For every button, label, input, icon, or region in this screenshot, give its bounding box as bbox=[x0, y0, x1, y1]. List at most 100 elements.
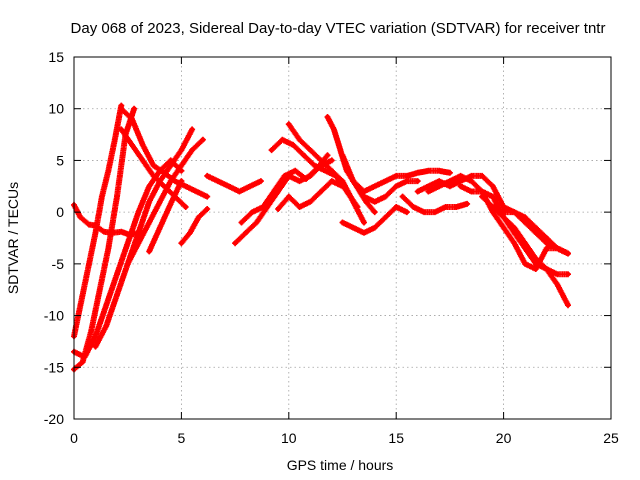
data-point bbox=[447, 183, 453, 189]
data-point bbox=[340, 220, 345, 225]
data-point bbox=[361, 220, 367, 225]
data-point bbox=[458, 183, 463, 189]
data-point bbox=[168, 163, 174, 169]
data-point bbox=[271, 189, 277, 194]
data-point bbox=[157, 199, 163, 205]
data-point bbox=[204, 194, 210, 200]
data-point bbox=[93, 230, 98, 236]
data-point bbox=[372, 199, 378, 205]
data-point bbox=[118, 106, 124, 112]
data-point bbox=[383, 178, 388, 184]
data-point bbox=[522, 220, 528, 225]
data-point bbox=[290, 142, 296, 148]
data-point bbox=[136, 240, 141, 246]
data-point bbox=[511, 209, 517, 215]
data-point bbox=[415, 170, 421, 176]
grid-lines bbox=[74, 57, 611, 419]
data-point bbox=[99, 194, 105, 200]
data-point bbox=[479, 173, 485, 179]
data-point bbox=[200, 137, 206, 143]
data-point bbox=[318, 189, 324, 194]
data-point bbox=[393, 173, 399, 179]
data-point bbox=[393, 204, 399, 210]
data-point bbox=[101, 229, 107, 235]
y-tick-label: -5 bbox=[52, 256, 65, 272]
data-point bbox=[393, 183, 399, 189]
data-point bbox=[318, 158, 324, 163]
data-point bbox=[118, 229, 124, 235]
data-point bbox=[544, 245, 549, 251]
data-point bbox=[292, 168, 298, 174]
data-point bbox=[404, 173, 410, 179]
data-point bbox=[260, 204, 266, 210]
data-point bbox=[325, 114, 330, 120]
data-point bbox=[189, 147, 195, 153]
data-point bbox=[501, 204, 506, 210]
data-point bbox=[400, 194, 405, 200]
axis-ticks: 0 5 10 15 20 25 -20 -15 -10 -5 0 5 10 15 bbox=[44, 49, 619, 446]
series-arc-19 bbox=[339, 204, 410, 236]
data-point bbox=[464, 201, 470, 207]
data-point bbox=[125, 261, 131, 267]
data-point bbox=[157, 178, 163, 184]
data-point bbox=[106, 245, 111, 251]
y-tick-label: 10 bbox=[48, 101, 64, 117]
data-point bbox=[140, 158, 146, 163]
data-point bbox=[338, 147, 343, 153]
data-point bbox=[350, 199, 356, 205]
data-point bbox=[533, 256, 539, 262]
data-point bbox=[372, 183, 378, 189]
data-point bbox=[554, 271, 560, 277]
data-point bbox=[258, 178, 264, 184]
data-point bbox=[350, 225, 356, 231]
data-point bbox=[237, 189, 242, 194]
data-point bbox=[490, 183, 496, 189]
data-point bbox=[179, 163, 184, 169]
data-point bbox=[372, 209, 378, 215]
data-point bbox=[189, 126, 195, 132]
data-point bbox=[350, 178, 356, 184]
data-point bbox=[522, 261, 528, 267]
data-point bbox=[436, 183, 442, 189]
data-point bbox=[80, 359, 85, 365]
data-point bbox=[114, 194, 120, 200]
data-point bbox=[303, 176, 309, 182]
data-point bbox=[179, 178, 184, 184]
data-point bbox=[544, 266, 549, 272]
data-point bbox=[286, 121, 292, 127]
data-point bbox=[297, 178, 302, 184]
data-point bbox=[479, 194, 485, 200]
data-point bbox=[112, 137, 118, 143]
data-point bbox=[226, 183, 232, 189]
data-point bbox=[239, 220, 244, 225]
data-point bbox=[86, 222, 92, 228]
data-point bbox=[215, 178, 221, 184]
data-point bbox=[286, 194, 292, 200]
y-tick-label: -10 bbox=[44, 308, 64, 324]
series-arc-21 bbox=[399, 193, 471, 216]
y-tick-label: 15 bbox=[48, 49, 64, 65]
data-point bbox=[329, 168, 335, 174]
data-point bbox=[469, 189, 474, 194]
y-tick-label: 0 bbox=[56, 204, 64, 220]
x-tick-label: 15 bbox=[388, 430, 404, 446]
data-point bbox=[329, 158, 335, 163]
data-point bbox=[307, 147, 313, 153]
data-point bbox=[97, 287, 103, 293]
data-point bbox=[447, 170, 453, 176]
data-point bbox=[565, 302, 571, 308]
data-point bbox=[544, 240, 549, 246]
data-point bbox=[325, 152, 330, 158]
data-point bbox=[361, 230, 367, 236]
data-point bbox=[340, 152, 345, 158]
data-point bbox=[93, 344, 98, 349]
data-point bbox=[146, 249, 152, 254]
data-point bbox=[533, 230, 539, 236]
data-point bbox=[297, 204, 302, 210]
plot-area bbox=[71, 102, 571, 373]
data-point bbox=[383, 214, 388, 220]
data-point bbox=[196, 214, 202, 220]
data-point bbox=[103, 323, 109, 329]
data-point bbox=[533, 266, 539, 272]
series-arc-16 bbox=[275, 178, 346, 212]
